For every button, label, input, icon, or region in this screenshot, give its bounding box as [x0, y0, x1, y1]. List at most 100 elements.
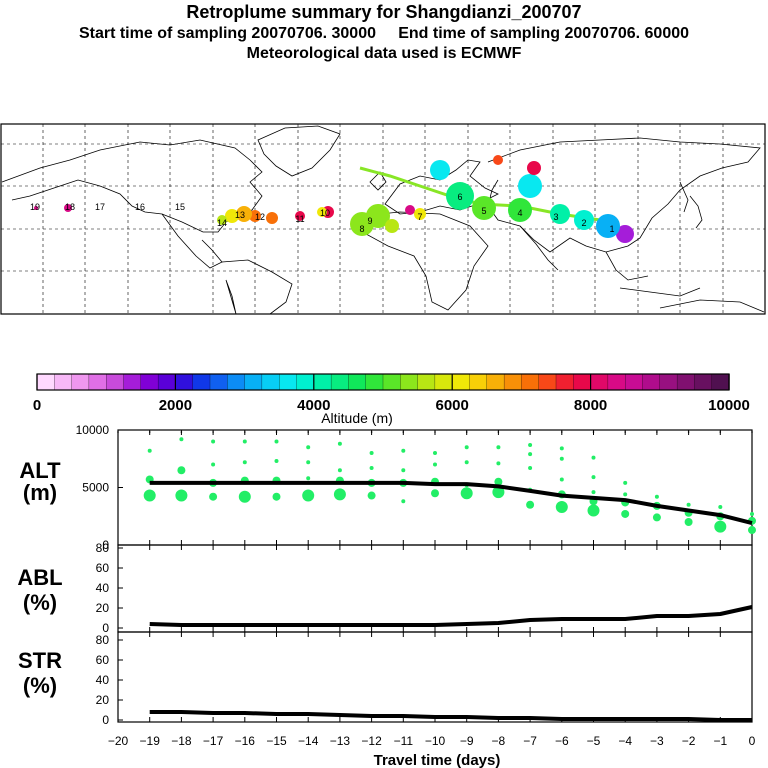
colorbar-cell [711, 373, 730, 391]
plume-cluster [317, 207, 327, 217]
str-y-tick-label: 60 [96, 653, 110, 667]
abl-y-tick-label: 60 [96, 561, 110, 575]
colorbar-cell [521, 373, 540, 391]
alt-panel: ALT(m) 0 5000 10000 [19, 423, 756, 552]
colorbar-cell [296, 373, 315, 391]
alt-cluster-point [526, 500, 535, 509]
alt-cluster-point [528, 442, 533, 447]
abl-frame [117, 544, 753, 633]
colorbar-cell [348, 373, 367, 391]
abl-panel: ABL(%) 0 20 40 60 80 [17, 541, 753, 635]
colorbar-tick-label: 10000 [708, 397, 750, 414]
colorbar-cell [486, 373, 505, 391]
colorbar-tick-label: 4000 [297, 397, 330, 414]
alt-cluster-point [684, 518, 693, 526]
colorbar-cell [261, 373, 280, 391]
plume-cluster [405, 205, 415, 215]
alt-cluster-point [464, 460, 469, 465]
alt-cluster-point [147, 448, 152, 453]
colorbar-cell [625, 373, 644, 391]
alt-tick-dot [370, 431, 373, 433]
alt-label: ALT [19, 458, 61, 483]
x-tick-label: −9 [460, 734, 474, 748]
alt-tick-dot [402, 431, 405, 433]
alt-tick-dot [656, 431, 658, 433]
plume-track: 19 18 17 16 15 14 13 12 11 10 98 7 6 5 4 3 2 1 [30, 155, 634, 243]
plume-label: 16 [135, 202, 145, 212]
colorbar-cell [555, 373, 574, 391]
colorbar-cell [382, 373, 401, 391]
alt-line [149, 480, 753, 526]
alt-tick-dot [339, 431, 341, 433]
colorbar-cell [175, 373, 194, 391]
alt-tick-dot [465, 431, 468, 433]
plume-cluster [34, 206, 38, 210]
alt-cluster-point [242, 439, 247, 444]
colorbar-cell [88, 373, 107, 391]
alt-cluster-point [623, 480, 628, 485]
x-tick-label: −6 [555, 734, 569, 748]
str-unit: (%) [23, 673, 57, 698]
plume-cluster [518, 174, 542, 198]
alt-cluster-point [621, 509, 630, 518]
alt-cluster-point [623, 492, 628, 497]
colorbar-label: Altitude (m) [321, 410, 393, 426]
alt-cluster-point [591, 475, 596, 480]
colorbar-cell [192, 373, 211, 391]
abl-y-tick-label: 20 [96, 601, 110, 615]
x-tick-label: −1 [713, 734, 727, 748]
x-tick-label: 0 [749, 734, 756, 748]
alt-cluster-point [750, 511, 754, 516]
plume-cluster [527, 161, 541, 175]
alt-cluster-point [211, 439, 216, 444]
alt-cluster-point [306, 445, 311, 450]
alt-cluster-point [528, 452, 533, 457]
plume-label: 19 [30, 202, 40, 212]
alt-cluster-point [274, 439, 279, 444]
colorbar-cell [36, 373, 55, 391]
alt-cluster-point [492, 486, 505, 499]
alt-tick-dot [434, 431, 436, 433]
plume-label: 4 [517, 208, 522, 218]
plume-cluster [295, 211, 305, 221]
plume-cluster [550, 204, 570, 224]
str-line [149, 710, 752, 722]
plume-cluster [217, 215, 227, 225]
alt-cluster-point [143, 489, 156, 502]
alt-cluster-point [686, 502, 691, 507]
x-tick-label: −11 [394, 734, 414, 748]
sampling-times: Start time of sampling 20070706. 30000 E… [78, 25, 690, 42]
x-tick-label: −18 [171, 734, 192, 748]
alt-cluster-point [302, 489, 315, 502]
plume-label: 18 [65, 202, 75, 212]
plume-cluster [266, 212, 278, 224]
alt-cluster-point [272, 492, 281, 501]
plume-cluster [236, 206, 252, 222]
str-y-tick-label: 80 [96, 633, 110, 647]
colorbar-cell [434, 373, 453, 391]
alt-cluster-point [337, 441, 342, 446]
colorbar-tick-label: 8000 [574, 397, 607, 414]
colorbar-cell [469, 373, 488, 391]
alt-y-tick-label: 5000 [82, 481, 109, 495]
plume-cluster [446, 182, 474, 210]
colorbar-cell [452, 373, 471, 391]
x-tick-label: −16 [235, 734, 256, 748]
alt-cluster-point [460, 487, 473, 500]
plume-cluster [430, 160, 450, 180]
plume-label: 11 [295, 214, 304, 224]
alt-tick-dot [624, 431, 626, 433]
alt-tick-dot [212, 431, 214, 433]
plume-label: 7 [417, 212, 422, 222]
alt-tick-dot [180, 431, 183, 433]
colorbar-cell [659, 373, 678, 391]
x-tick-label: −8 [492, 734, 506, 748]
alt-unit: (m) [23, 480, 57, 505]
alt-cluster-point [238, 490, 251, 503]
plume-cluster [493, 155, 503, 165]
colorbar-cell [365, 373, 384, 391]
alt-cluster-point [211, 462, 216, 467]
alt-tick-dot [497, 431, 500, 433]
alt-cluster-point [333, 488, 346, 501]
